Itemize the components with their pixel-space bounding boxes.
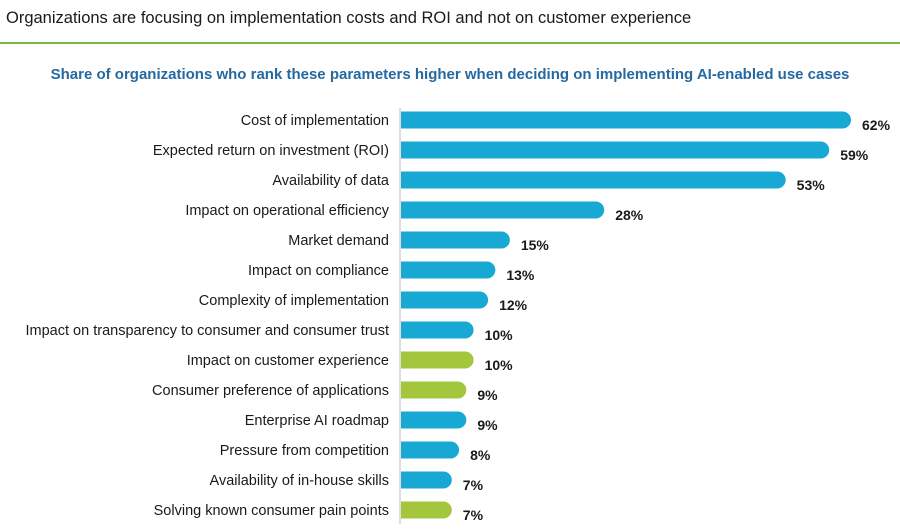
category-label-impact-on-transparency-to-consumer-and-consumer-trust: Impact on transparency to consumer and c… bbox=[26, 323, 389, 339]
bar-complexity-of-implementation bbox=[401, 291, 489, 309]
value-label-solving-known-consumer-pain-points: 7% bbox=[463, 507, 484, 523]
category-label-cost-of-implementation: Cost of implementation bbox=[241, 113, 389, 129]
value-label-pressure-from-competition: 8% bbox=[470, 447, 491, 463]
bar-availability-of-in-house-skills bbox=[401, 471, 452, 489]
bar-expected-return-on-investment-roi bbox=[401, 141, 830, 159]
value-label-impact-on-operational-efficiency: 28% bbox=[615, 207, 644, 223]
bar-impact-on-compliance bbox=[401, 261, 496, 279]
category-label-pressure-from-competition: Pressure from competition bbox=[220, 443, 389, 459]
category-label-complexity-of-implementation: Complexity of implementation bbox=[199, 293, 389, 309]
category-label-enterprise-ai-roadmap: Enterprise AI roadmap bbox=[245, 413, 389, 429]
category-label-expected-return-on-investment-roi: Expected return on investment (ROI) bbox=[153, 143, 389, 159]
headline-divider bbox=[0, 42, 900, 44]
value-label-complexity-of-implementation: 12% bbox=[499, 297, 528, 313]
page-headline: Organizations are focusing on implementa… bbox=[6, 9, 692, 27]
value-label-expected-return-on-investment-roi: 59% bbox=[840, 147, 869, 163]
value-label-market-demand: 15% bbox=[521, 237, 550, 253]
bar-impact-on-customer-experience bbox=[401, 351, 474, 369]
bar-market-demand bbox=[401, 231, 510, 249]
bar-pressure-from-competition bbox=[401, 441, 460, 459]
bar-enterprise-ai-roadmap bbox=[401, 411, 467, 429]
value-label-cost-of-implementation: 62% bbox=[862, 117, 891, 133]
bar-solving-known-consumer-pain-points bbox=[401, 501, 452, 519]
bar-consumer-preference-of-applications bbox=[401, 381, 467, 399]
category-label-availability-of-data: Availability of data bbox=[272, 173, 390, 189]
bars-group: Cost of implementation 62% Expected return… bbox=[26, 111, 891, 523]
bar-availability-of-data bbox=[401, 171, 786, 189]
bar-impact-on-operational-efficiency bbox=[401, 201, 605, 219]
category-label-impact-on-compliance: Impact on compliance bbox=[248, 263, 389, 279]
bar-impact-on-transparency-to-consumer-and-consumer-trust bbox=[401, 321, 474, 339]
category-label-consumer-preference-of-applications: Consumer preference of applications bbox=[152, 383, 389, 399]
value-label-enterprise-ai-roadmap: 9% bbox=[477, 417, 498, 433]
category-label-impact-on-operational-efficiency: Impact on operational efficiency bbox=[185, 203, 389, 219]
value-label-availability-of-data: 53% bbox=[797, 177, 826, 193]
category-label-impact-on-customer-experience: Impact on customer experience bbox=[187, 353, 389, 369]
category-label-market-demand: Market demand bbox=[288, 233, 389, 249]
value-label-impact-on-transparency-to-consumer-and-consumer-trust: 10% bbox=[485, 327, 514, 343]
chart-title: Share of organizations who rank these pa… bbox=[50, 66, 850, 83]
bar-cost-of-implementation bbox=[401, 111, 851, 129]
value-label-impact-on-customer-experience: 10% bbox=[485, 357, 514, 373]
category-label-solving-known-consumer-pain-points: Solving known consumer pain points bbox=[154, 503, 389, 519]
value-label-impact-on-compliance: 13% bbox=[506, 267, 535, 283]
value-label-availability-of-in-house-skills: 7% bbox=[463, 477, 484, 493]
category-label-availability-of-in-house-skills: Availability of in-house skills bbox=[210, 473, 389, 489]
value-label-consumer-preference-of-applications: 9% bbox=[477, 387, 498, 403]
